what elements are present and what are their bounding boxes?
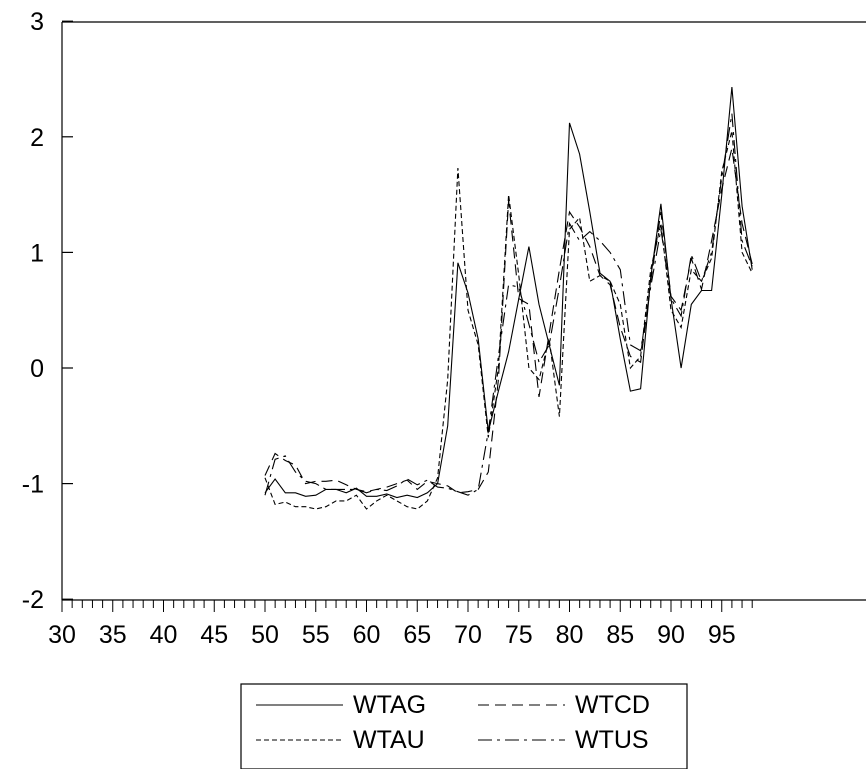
x-tick-label: 95 [708,621,736,649]
series-line-wtag [264,87,753,499]
y-tick-label: 0 [30,355,44,383]
x-tick-label: 60 [353,621,381,649]
x-tick-label: 45 [200,621,228,649]
x-tick-label: 90 [657,621,685,649]
x-tick-label: 55 [302,621,330,649]
x-tick-label: 80 [556,621,584,649]
x-tick-label: 40 [150,621,178,649]
x-tick-label: 75 [505,621,533,649]
y-axis-ticks: -2 -1 0 1 2 3 [22,8,73,614]
legend: WTAG WTCD WTAU WTUS [240,683,688,769]
legend-label-wtus: WTUS [575,726,649,754]
x-tick-label: 30 [48,621,76,649]
y-tick-label: 2 [30,124,44,152]
legend-box [240,683,688,769]
legend-label-wtau: WTAU [353,726,425,754]
y-tick-label: -2 [22,586,44,614]
x-tick-label: 35 [99,621,127,649]
x-tick-label: 70 [454,621,482,649]
series-line-wtau [264,130,753,510]
legend-label-wtcd: WTCD [575,691,650,719]
legend-label-wtag: WTAG [353,691,426,719]
x-axis-ticks: 30 35 40 45 50 55 60 65 70 75 80 85 90 95 [48,600,753,649]
y-tick-label: 3 [30,8,44,36]
x-tick-label: 85 [606,621,634,649]
series-layer [264,87,753,510]
x-tick-label: 65 [403,621,431,649]
series-line-wtus [264,113,753,496]
y-tick-label: 1 [30,239,44,267]
plot-frame [61,21,866,601]
y-tick-label: -1 [22,471,44,499]
x-tick-label: 50 [251,621,279,649]
